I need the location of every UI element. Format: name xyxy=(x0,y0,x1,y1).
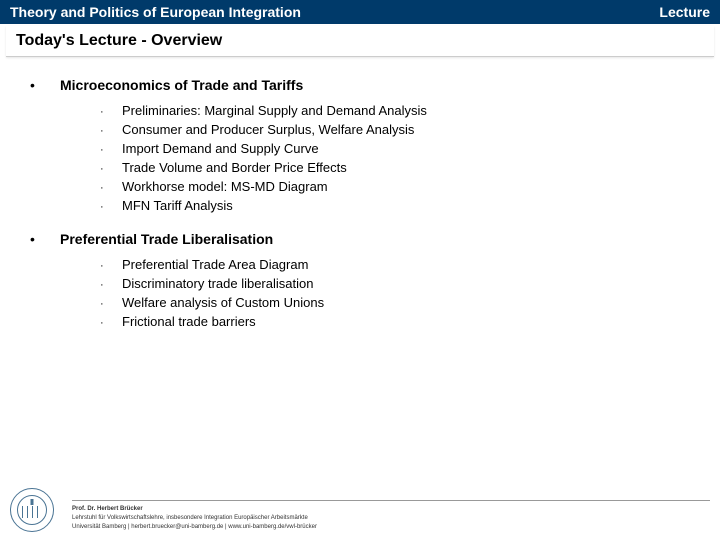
list-item: · Preliminaries: Marginal Supply and Dema… xyxy=(100,103,720,118)
university-logo xyxy=(10,488,54,532)
list-item: · Preferential Trade Area Diagram xyxy=(100,257,720,272)
subtitle-text: Today's Lecture - Overview xyxy=(16,32,704,50)
section: • Microeconomics of Trade and Tariffs · Pre… xyxy=(30,77,720,213)
header-bar: Theory and Politics of European Integrat… xyxy=(0,0,720,24)
sub-bullet-icon: · xyxy=(100,144,108,156)
footer: Prof. Dr. Herbert Brücker Lehrstuhl für … xyxy=(10,488,710,532)
list-item: · Frictional trade barriers xyxy=(100,314,720,329)
sub-items: · Preliminaries: Marginal Supply and Dema… xyxy=(100,103,720,213)
footer-contact: Universität Bamberg | herbert.bruecker@u… xyxy=(72,523,710,532)
section-title: Preferential Trade Liberalisation xyxy=(60,231,273,247)
sub-bullet-icon: · xyxy=(100,125,108,137)
sub-bullet-icon: · xyxy=(100,260,108,272)
sub-items: · Preferential Trade Area Diagram · Discrim… xyxy=(100,257,720,329)
bullet-icon: • xyxy=(30,231,42,247)
list-item-label: Preliminaries: Marginal Supply and Deman… xyxy=(122,103,427,118)
sub-bullet-icon: · xyxy=(100,182,108,194)
sub-bullet-icon: · xyxy=(100,201,108,213)
list-item-label: MFN Tariff Analysis xyxy=(122,198,233,213)
header-title-left: Theory and Politics of European Integrat… xyxy=(10,4,301,20)
list-item: · Import Demand and Supply Curve xyxy=(100,141,720,156)
list-item-label: Preferential Trade Area Diagram xyxy=(122,257,308,272)
list-item: · Trade Volume and Border Price Effects xyxy=(100,160,720,175)
sub-bullet-icon: · xyxy=(100,298,108,310)
section: • Preferential Trade Liberalisation · Prefe… xyxy=(30,231,720,329)
list-item-label: Welfare analysis of Custom Unions xyxy=(122,295,324,310)
list-item-label: Trade Volume and Border Price Effects xyxy=(122,160,347,175)
footer-dept: Lehrstuhl für Volkswirtschaftslehre, ins… xyxy=(72,514,710,523)
subtitle-bar: Today's Lecture - Overview xyxy=(6,26,714,57)
list-item-label: Frictional trade barriers xyxy=(122,314,256,329)
list-item: · Welfare analysis of Custom Unions xyxy=(100,295,720,310)
footer-text-block: Prof. Dr. Herbert Brücker Lehrstuhl für … xyxy=(72,500,710,532)
list-item-label: Consumer and Producer Surplus, Welfare A… xyxy=(122,122,414,137)
section-header: • Microeconomics of Trade and Tariffs xyxy=(30,77,720,93)
list-item-label: Discriminatory trade liberalisation xyxy=(122,276,313,291)
list-item-label: Workhorse model: MS-MD Diagram xyxy=(122,179,328,194)
sub-bullet-icon: · xyxy=(100,317,108,329)
list-item-label: Import Demand and Supply Curve xyxy=(122,141,319,156)
list-item: · Workhorse model: MS-MD Diagram xyxy=(100,179,720,194)
sub-bullet-icon: · xyxy=(100,163,108,175)
sub-bullet-icon: · xyxy=(100,106,108,118)
sub-bullet-icon: · xyxy=(100,279,108,291)
list-item: · Consumer and Producer Surplus, Welfare … xyxy=(100,122,720,137)
section-title: Microeconomics of Trade and Tariffs xyxy=(60,77,303,93)
list-item: · MFN Tariff Analysis xyxy=(100,198,720,213)
header-title-right: Lecture xyxy=(659,4,710,20)
bullet-icon: • xyxy=(30,77,42,93)
content-area: • Microeconomics of Trade and Tariffs · Pre… xyxy=(0,57,720,329)
section-header: • Preferential Trade Liberalisation xyxy=(30,231,720,247)
list-item: · Discriminatory trade liberalisation xyxy=(100,276,720,291)
footer-name: Prof. Dr. Herbert Brücker xyxy=(72,505,710,514)
